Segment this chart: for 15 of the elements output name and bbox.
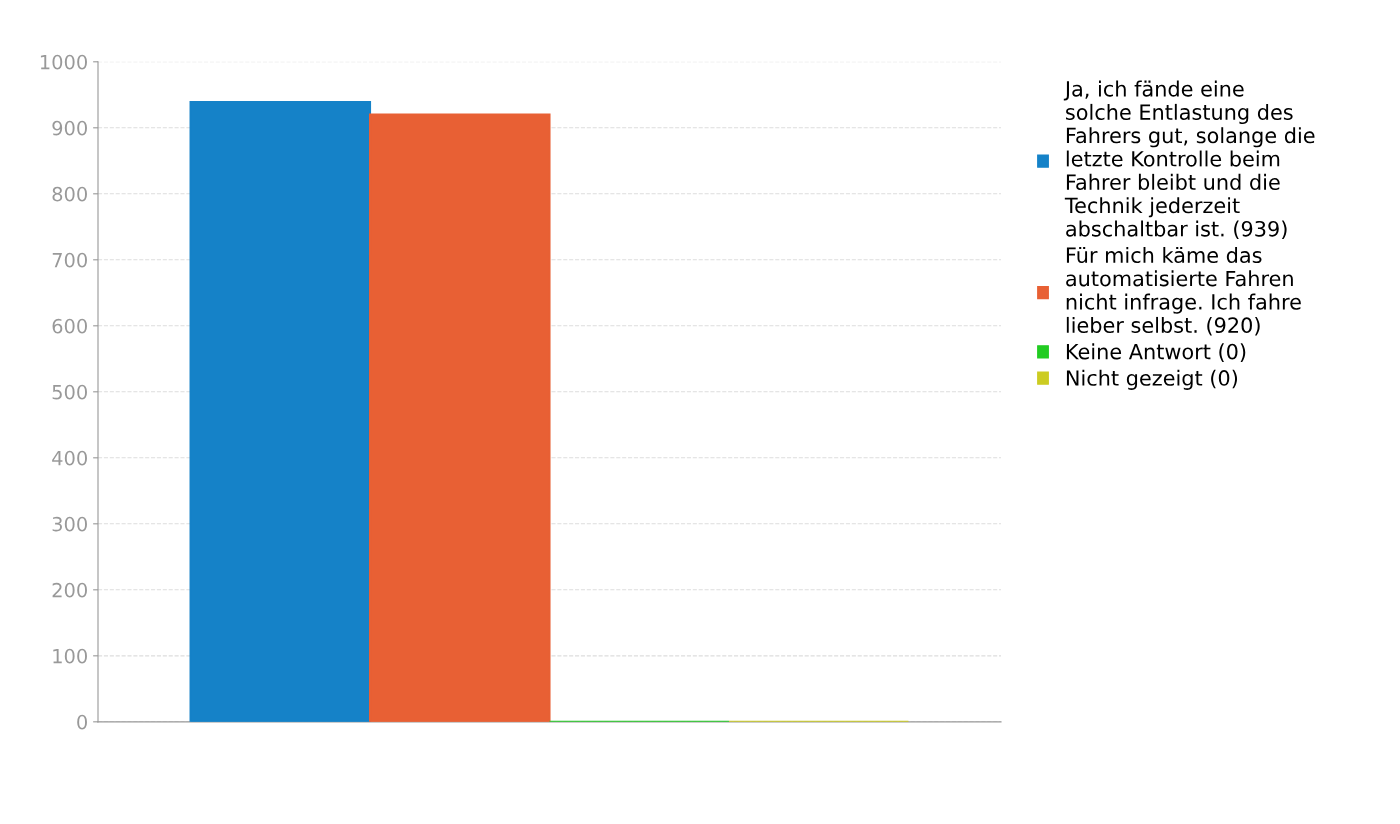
y-tick-label: 400 <box>52 450 87 466</box>
y-tick-label: 900 <box>52 120 87 136</box>
y-tick-label: 100 <box>53 648 87 664</box>
y-tick-label: 800 <box>52 186 87 202</box>
y-tick-label: 1000 <box>40 54 87 70</box>
y-tick-label: 300 <box>52 516 87 532</box>
legend-label: Ja, ich fände eine solche Entlastung des Fahrers gut, solange die letzte Kontrolle beim Fahrer bleibt und die Technik jederzeit abschaltbar ist. (939) <box>1063 80 1315 240</box>
legend-label: Nicht gezeigt (0) <box>1066 369 1238 390</box>
y-tick-label: 0 <box>77 714 87 730</box>
y-tick-label: 700 <box>52 252 87 268</box>
y-tick-label: 500 <box>52 384 87 400</box>
legend-label: Keine Antwort (0) <box>1066 343 1246 362</box>
y-tick-label: 600 <box>52 318 87 334</box>
legend-label: Für mich käme das automatisierte Fahren nicht infrage. Ich fahre lieber selbst. (920) <box>1066 246 1301 336</box>
y-tick-label: 200 <box>52 582 87 598</box>
